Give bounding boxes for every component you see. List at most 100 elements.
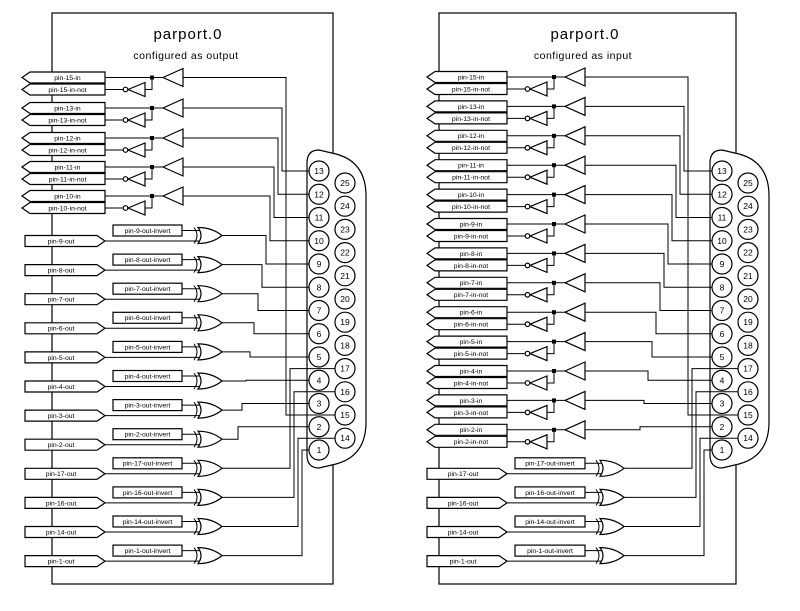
- connector-pin-number: 15: [743, 410, 753, 420]
- xor-gate-icon: [196, 459, 223, 477]
- not-bubble-icon: [122, 147, 129, 153]
- inverter-gate-icon: [528, 228, 548, 244]
- hal-pin-flag: [20, 83, 106, 96]
- xor-gate-icon: [196, 401, 223, 419]
- connector-pin-number: 25: [743, 178, 753, 188]
- hal-pin-flag: [24, 438, 107, 451]
- junction-dot: [552, 222, 556, 226]
- connector-pin-circle: [308, 276, 330, 298]
- wire: [585, 399, 712, 404]
- hal-pin-label: pin-10-in: [54, 193, 81, 200]
- hal-pin-label: pin-11-in: [458, 163, 484, 170]
- xor-gate-icon: [196, 226, 223, 245]
- hal-pin-flag: [24, 322, 107, 335]
- hal-pin-flag: [426, 496, 509, 509]
- connector-pin-number: 9: [317, 259, 322, 269]
- connector-pin-number: 10: [717, 236, 727, 246]
- parameter-label: pin-4-out-invert: [125, 373, 171, 380]
- xor-gate-icon: [196, 488, 223, 507]
- hal-pin-label: pin-13-in: [458, 104, 485, 111]
- wire: [624, 437, 738, 527]
- out-pin-row: pin-9-out-invert pin-9-out: [24, 224, 223, 248]
- wire: [222, 322, 309, 335]
- buffer-gate-icon: [563, 214, 586, 234]
- wire: [585, 282, 712, 311]
- hal-pin-flag: [20, 172, 106, 186]
- hal-pin-label: pin-15-in-not: [48, 87, 86, 94]
- not-bubble-icon: [524, 321, 531, 328]
- parameter-box: [112, 399, 183, 412]
- inverter-gate-icon: [528, 375, 548, 391]
- connector-pin-number: 5: [317, 352, 322, 362]
- buffer-gate-icon: [161, 186, 184, 206]
- connector-pin-number: 1: [720, 445, 725, 455]
- wire: [585, 105, 712, 172]
- connector-pin-circle: [737, 288, 759, 310]
- connector-pin-circle: [308, 346, 330, 368]
- connector-pin-circle: [334, 404, 356, 426]
- wire: [183, 107, 309, 172]
- junction-dot: [150, 106, 154, 110]
- hal-pin-label: pin-6-in-not: [454, 322, 488, 329]
- inverter-gate-icon: [528, 198, 548, 215]
- buffer-gate-icon: [161, 98, 184, 118]
- buffer-gate-icon: [563, 272, 586, 293]
- hal-pin-label: pin-11-in: [55, 164, 81, 171]
- hal-pin-flag: [426, 467, 509, 480]
- connector-pin-circle: [711, 206, 733, 229]
- connector-pin-circle: [308, 160, 330, 182]
- wire: [547, 106, 555, 119]
- connector-pin-circle: [711, 160, 733, 182]
- junction-dot: [150, 165, 154, 169]
- connector-pin-circle: [334, 265, 356, 287]
- buffer-gate-icon: [161, 157, 184, 177]
- connector-pin-circle: [308, 323, 330, 345]
- parameter-box: [514, 515, 586, 528]
- wire: [222, 403, 309, 411]
- hal-pin-flag: [425, 247, 508, 260]
- hal-pin-flag: [425, 423, 508, 436]
- wire: [222, 426, 309, 440]
- connector-pin-circle: [711, 392, 733, 415]
- junction-dot: [552, 104, 556, 109]
- hal-pin-flag: [24, 380, 107, 393]
- wire: [222, 235, 309, 265]
- xor-gate-icon: [196, 314, 223, 332]
- connector-pin-number: 8: [720, 282, 725, 292]
- connector-pin-number: 10: [314, 236, 324, 246]
- hal-pin-label: pin-6-in: [460, 310, 483, 317]
- connector-pin-circle: [334, 358, 356, 380]
- hal-pin-label: pin-11-in-not: [452, 175, 490, 182]
- buffer-gate-icon: [563, 155, 586, 176]
- buffer-gate-icon: [161, 128, 184, 148]
- parameter-label: pin-3-out-invert: [125, 403, 171, 410]
- inverter-gate-icon: [126, 112, 146, 128]
- xor-gate-icon: [196, 430, 223, 448]
- parameter-box: [112, 369, 183, 383]
- wire: [585, 164, 712, 218]
- connector-pin-circle: [737, 358, 759, 380]
- panel-input-title: parport.0: [550, 26, 619, 43]
- wire: [222, 368, 335, 469]
- xor-rear-arc: [193, 227, 198, 244]
- hal-pin-flag: [425, 364, 508, 378]
- out-pin-row: pin-14-out-invert pin-14-out: [426, 515, 625, 539]
- not-bubble-icon: [524, 438, 531, 445]
- xor-gate-icon: [196, 255, 223, 274]
- hal-pin-label: pin-17-out: [448, 471, 479, 478]
- not-bubble-icon: [122, 86, 129, 93]
- inverter-gate-icon: [528, 169, 548, 186]
- hal-pin-flag: [425, 217, 508, 231]
- connector-pin-circle: [308, 183, 330, 205]
- connector-pin-number: 7: [317, 306, 322, 316]
- parameter-label: pin-8-out-invert: [125, 257, 171, 264]
- hal-pin-flag: [24, 264, 107, 277]
- connector-pin-number: 14: [340, 433, 350, 443]
- xor-gate-icon: [196, 285, 223, 303]
- connector-pin-number: 23: [743, 224, 753, 234]
- connector-pin-circle: [737, 195, 759, 217]
- wire: [547, 194, 555, 208]
- parameter-label: pin-6-out-invert: [125, 315, 171, 322]
- wire: [183, 137, 309, 195]
- junction-dot: [150, 194, 154, 198]
